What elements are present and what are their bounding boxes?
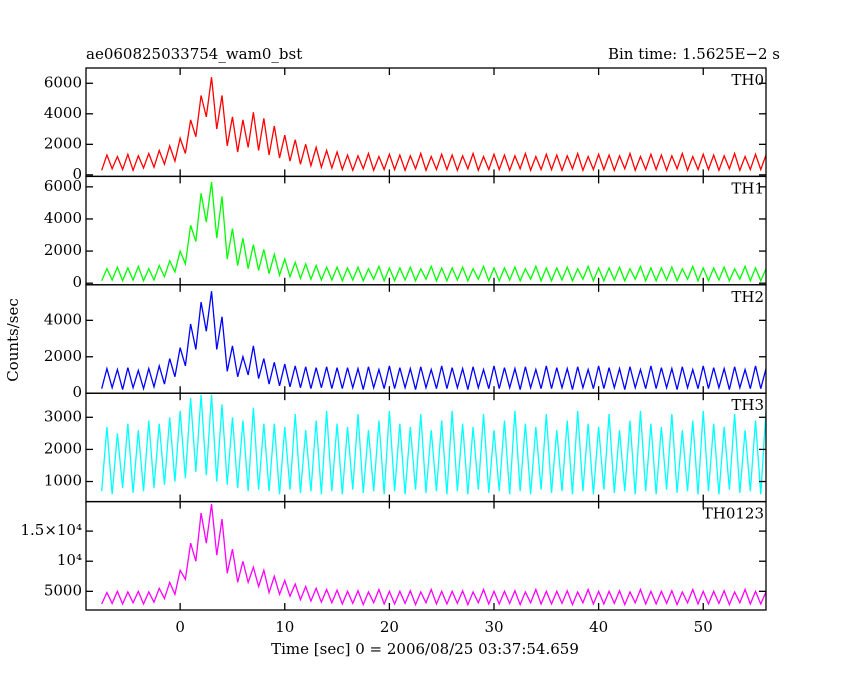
series-line	[101, 394, 766, 495]
y-tick-label: 2000	[44, 347, 82, 365]
panel-frame	[85, 175, 767, 286]
series-line	[101, 181, 766, 283]
x-tick-label: 0	[175, 618, 185, 636]
series-name: TH0123	[703, 505, 764, 523]
x-axis-label: Time [sec] 0 = 2006/08/25 03:37:54.659	[271, 640, 579, 658]
y-axis-label: Counts/sec	[4, 298, 22, 382]
x-tick-label: 20	[380, 618, 399, 636]
y-tick-label: 10⁴	[57, 551, 82, 569]
y-tick-label: 6000	[44, 177, 82, 195]
y-tick-label: 4000	[44, 104, 82, 122]
y-tick-label: 1000	[44, 472, 82, 490]
series-name: TH2	[731, 288, 764, 306]
series-name: TH0	[731, 71, 764, 89]
y-tick-label: 0	[72, 165, 82, 183]
y-tick-label: 2000	[44, 241, 82, 259]
series-line	[101, 291, 766, 392]
x-tick-label: 40	[589, 618, 608, 636]
series-line	[101, 77, 766, 173]
y-tick-label: 6000	[44, 73, 82, 91]
series-name: TH1	[731, 179, 764, 197]
y-tick-label: 4000	[44, 310, 82, 328]
y-tick-label: 2000	[44, 439, 82, 457]
y-tick-label: 4000	[44, 209, 82, 227]
chart-title: ae060825033754_wam0_bst	[86, 45, 302, 63]
x-tick-label: 10	[275, 618, 294, 636]
y-tick-label: 3000	[44, 407, 82, 425]
panel-frame	[85, 67, 767, 178]
x-tick-label: 50	[694, 618, 713, 636]
series-line	[101, 503, 766, 607]
y-tick-label: 2000	[44, 134, 82, 152]
x-tick-label: 30	[484, 618, 503, 636]
y-tick-label: 0	[72, 273, 82, 291]
series-name: TH3	[731, 396, 764, 414]
y-tick-label: 5000	[44, 581, 82, 599]
y-tick-label: 0	[72, 383, 82, 401]
panel-frame	[85, 500, 767, 611]
y-tick-label: 1.5×10⁴	[20, 521, 82, 539]
chart-subtitle: Bin time: 1.5625E−2 s	[608, 45, 780, 63]
